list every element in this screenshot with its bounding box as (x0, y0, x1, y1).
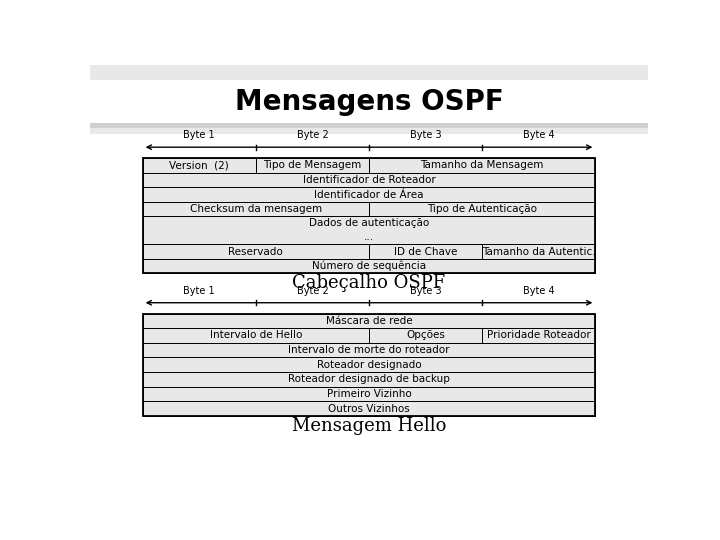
Bar (482, 328, 595, 343)
Text: Byte 2: Byte 2 (297, 130, 328, 140)
Text: Cabeçalho OSPF: Cabeçalho OSPF (292, 274, 446, 293)
Text: Outros Vizinhos: Outros Vizinhos (328, 403, 410, 414)
Text: Intervalo de Hello: Intervalo de Hello (210, 330, 302, 340)
Bar (369, 202, 595, 217)
Bar (143, 173, 595, 187)
Bar (90, 65, 648, 80)
Bar (143, 202, 369, 217)
Bar (143, 259, 595, 273)
Text: Tipo de Autenticação: Tipo de Autenticação (427, 204, 537, 214)
Text: Byte 4: Byte 4 (523, 286, 554, 296)
Bar (143, 387, 595, 401)
Bar (143, 244, 369, 259)
Text: Máscara de rede: Máscara de rede (325, 316, 413, 326)
Text: Roteador designado: Roteador designado (317, 360, 421, 370)
Text: Primeiro Vizinho: Primeiro Vizinho (327, 389, 411, 399)
Bar (369, 328, 482, 343)
Text: Tipo de Mensagem: Tipo de Mensagem (264, 160, 361, 170)
Text: Intervalo de morte do roteador: Intervalo de morte do roteador (288, 345, 450, 355)
Text: Tamanho da Autentic.: Tamanho da Autentic. (482, 247, 595, 256)
Bar (90, 128, 648, 134)
Bar (482, 244, 595, 259)
Text: ID de Chave: ID de Chave (394, 247, 457, 256)
Text: Mensagens OSPF: Mensagens OSPF (235, 88, 503, 116)
Text: Prioridade Roteador: Prioridade Roteador (487, 330, 590, 340)
Text: Número de sequência: Número de sequência (312, 261, 426, 272)
Bar (256, 158, 369, 173)
Text: Checksum da mensagem: Checksum da mensagem (190, 204, 322, 214)
Bar (143, 401, 595, 416)
Bar (143, 187, 595, 202)
Text: Roteador designado de backup: Roteador designado de backup (288, 374, 450, 384)
Text: Version  (2): Version (2) (169, 160, 229, 170)
Text: Byte 1: Byte 1 (184, 130, 215, 140)
Bar (143, 343, 595, 357)
Text: Identificador de Roteador: Identificador de Roteador (302, 175, 436, 185)
Bar (369, 244, 482, 259)
Text: Reservado: Reservado (228, 247, 283, 256)
Bar (90, 123, 648, 128)
Bar (143, 314, 595, 328)
Text: Opções: Opções (406, 330, 445, 340)
Bar (369, 158, 595, 173)
Text: Byte 1: Byte 1 (184, 286, 215, 296)
Text: Mensagem Hello: Mensagem Hello (292, 417, 446, 435)
Bar (143, 357, 595, 372)
Text: Byte 3: Byte 3 (410, 286, 441, 296)
Bar (90, 80, 648, 123)
Text: Byte 4: Byte 4 (523, 130, 554, 140)
Bar (143, 328, 369, 343)
Text: Identificador de Área: Identificador de Área (314, 190, 424, 200)
Bar (143, 158, 256, 173)
Bar (143, 217, 595, 244)
Text: Byte 3: Byte 3 (410, 130, 441, 140)
Bar (143, 314, 595, 416)
Text: Tamanho da Mensagem: Tamanho da Mensagem (420, 160, 544, 170)
Text: Byte 2: Byte 2 (297, 286, 328, 296)
Text: Dados de autenticação
...: Dados de autenticação ... (309, 218, 429, 242)
Bar (143, 372, 595, 387)
Bar (143, 158, 595, 273)
